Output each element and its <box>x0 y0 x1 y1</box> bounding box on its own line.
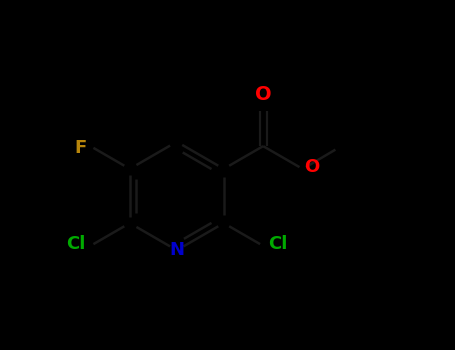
Text: O: O <box>303 158 319 176</box>
Text: F: F <box>75 139 87 157</box>
Text: Cl: Cl <box>66 235 86 253</box>
Text: Cl: Cl <box>268 235 287 253</box>
Text: N: N <box>169 241 184 259</box>
Text: O: O <box>255 85 272 104</box>
